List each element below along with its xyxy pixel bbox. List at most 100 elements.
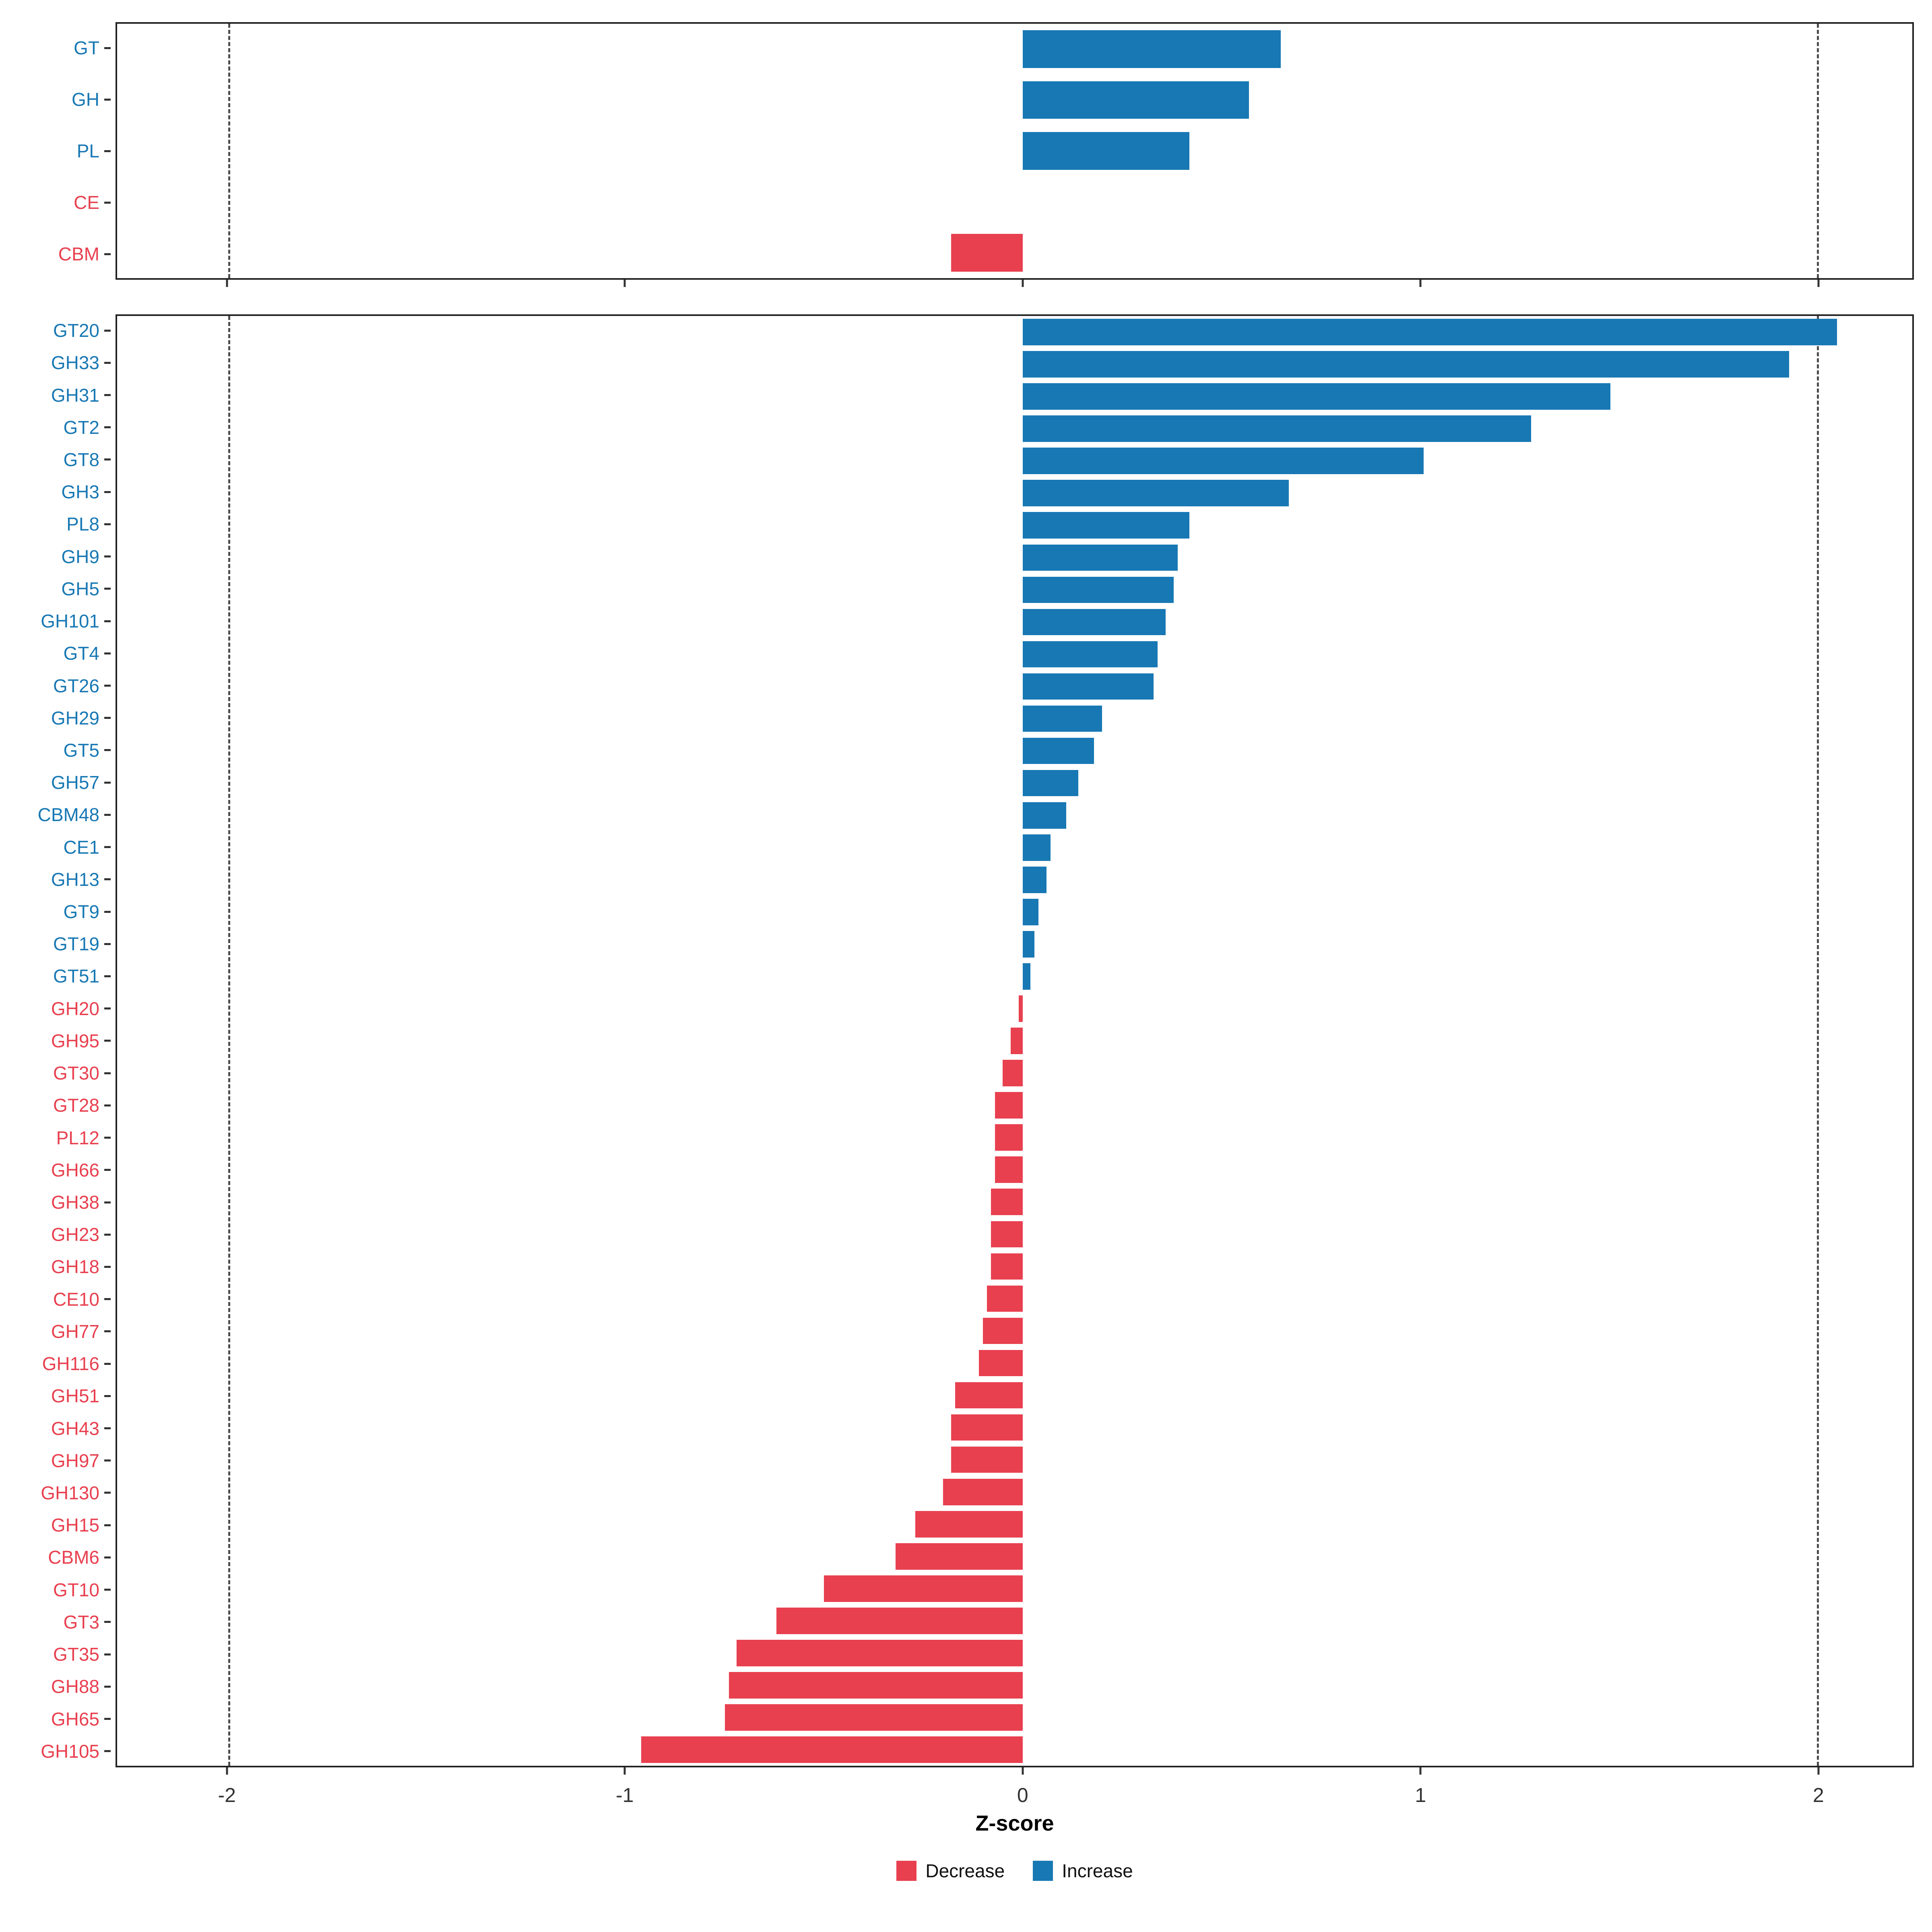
category-label: GH51 xyxy=(51,1385,99,1407)
y-axis-label-row: GH13 xyxy=(10,863,111,896)
y-axis-label-row: GH65 xyxy=(10,1703,111,1735)
x-tick xyxy=(1419,1767,1422,1775)
y-tick xyxy=(104,201,111,204)
bar xyxy=(895,1543,1023,1570)
category-label: GT4 xyxy=(63,643,99,664)
subfamily-panel-plot xyxy=(116,314,1914,1767)
bar-row xyxy=(117,1701,1912,1734)
y-axis-label-row: GH15 xyxy=(10,1509,111,1541)
y-tick xyxy=(104,1072,111,1074)
bar-row xyxy=(117,1315,1912,1347)
y-axis-label-row: GT26 xyxy=(10,669,111,702)
bar xyxy=(979,1350,1023,1377)
y-tick xyxy=(104,491,111,493)
category-label: GH13 xyxy=(51,869,99,890)
bar xyxy=(1022,544,1178,571)
bar xyxy=(1011,1028,1023,1054)
x-tick xyxy=(623,1767,626,1775)
y-axis-label-row: PL xyxy=(10,125,111,177)
bar xyxy=(1022,30,1281,68)
y-axis-label-row: GH5 xyxy=(10,573,111,605)
y-tick xyxy=(104,1718,111,1720)
bar-row xyxy=(117,316,1912,348)
y-tick xyxy=(104,98,111,101)
y-tick xyxy=(104,1653,111,1655)
y-axis-label-row: GH xyxy=(10,74,111,125)
bar-row xyxy=(117,1121,1912,1154)
y-tick xyxy=(104,1750,111,1752)
bar-row xyxy=(117,1186,1912,1218)
y-tick xyxy=(104,523,111,525)
y-axis-label-row: GH20 xyxy=(10,993,111,1025)
bar-row xyxy=(117,1540,1912,1573)
y-axis-label-row: GT2 xyxy=(10,411,111,444)
y-tick xyxy=(104,253,111,255)
y-tick xyxy=(104,878,111,881)
category-label: GH xyxy=(72,89,99,110)
x-axis-title-block: Z-score xyxy=(10,1809,1914,1836)
y-tick xyxy=(104,1459,111,1462)
bar-row xyxy=(117,126,1912,176)
y-axis-label-row: GT51 xyxy=(10,960,111,992)
bar xyxy=(1022,899,1039,925)
y-tick xyxy=(104,910,111,913)
y-axis-label-row: GH57 xyxy=(10,766,111,799)
bar xyxy=(776,1608,1023,1634)
bar-row xyxy=(117,380,1912,413)
x-tick-label-area: -2 -1 0 1 2 xyxy=(116,1778,1914,1809)
spacer xyxy=(10,1809,111,1836)
bar xyxy=(824,1575,1023,1602)
bar xyxy=(1022,351,1790,378)
bar-row xyxy=(117,1218,1912,1250)
category-label: GT35 xyxy=(53,1644,99,1665)
y-tick xyxy=(104,1201,111,1203)
y-axis-label-row: GH97 xyxy=(10,1445,111,1477)
bar xyxy=(1022,770,1078,797)
x-tick-label: -1 xyxy=(616,1784,634,1806)
family-panel-block: GT GH PL CE CBM xyxy=(10,22,1914,280)
y-axis-label-row: GT5 xyxy=(10,734,111,766)
y-tick xyxy=(104,1137,111,1139)
y-tick xyxy=(104,1104,111,1106)
bar xyxy=(983,1317,1023,1344)
bar xyxy=(943,1478,1023,1505)
y-tick xyxy=(104,1685,111,1688)
x-tick-label: 2 xyxy=(1812,1784,1824,1806)
y-tick xyxy=(104,1524,111,1526)
spacer xyxy=(10,1836,111,1882)
category-label: GH88 xyxy=(51,1676,99,1697)
y-axis-label-row: GH66 xyxy=(10,1154,111,1186)
x-tick xyxy=(1419,280,1422,287)
category-label: GT xyxy=(74,37,99,58)
y-axis-label-row: GH130 xyxy=(10,1477,111,1509)
category-label: GH3 xyxy=(61,481,99,503)
category-label: GH95 xyxy=(51,1030,99,1051)
bar xyxy=(995,1156,1023,1183)
y-tick xyxy=(104,1395,111,1397)
y-axis-label-row: GH33 xyxy=(10,347,111,379)
subfamily-panel-block: GT20 GH33 GH31 GT2 GT8 GH3 PL8 GH9 GH5 GH101 GT4 GT… xyxy=(10,314,1914,1767)
y-tick xyxy=(104,1621,111,1623)
bar-row xyxy=(117,1508,1912,1540)
category-label: PL xyxy=(76,140,99,161)
dashed-guide-line xyxy=(1817,24,1819,278)
category-label: GH31 xyxy=(51,384,99,406)
bar xyxy=(1022,834,1051,861)
bar xyxy=(1022,448,1424,475)
category-label: CBM48 xyxy=(37,804,99,826)
category-label: GT10 xyxy=(53,1579,99,1600)
category-label: GH5 xyxy=(61,578,99,599)
y-axis-label-row: GH116 xyxy=(10,1348,111,1380)
category-label: GT20 xyxy=(53,320,99,341)
category-label: GH33 xyxy=(51,352,99,374)
y-tick xyxy=(104,1298,111,1300)
x-tick-label: -2 xyxy=(218,1784,236,1806)
category-label: GH77 xyxy=(51,1321,99,1342)
legend: Decrease Increase xyxy=(116,1860,1914,1882)
y-axis-label-row: GH101 xyxy=(10,605,111,637)
bar-row xyxy=(117,735,1912,767)
bar-row xyxy=(117,227,1912,278)
category-label: CE xyxy=(74,192,99,213)
y-axis-label-row: GT30 xyxy=(10,1057,111,1089)
bar-row xyxy=(117,864,1912,896)
